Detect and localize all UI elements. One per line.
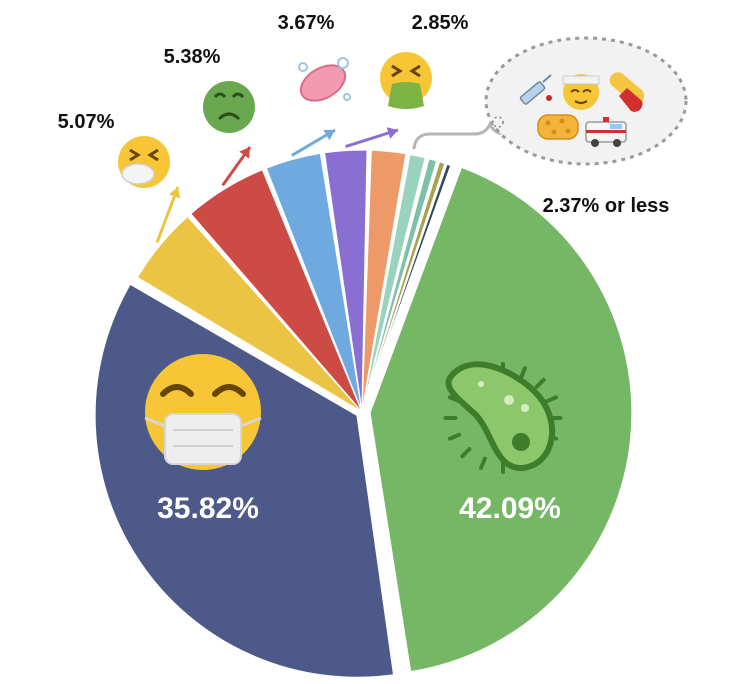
vomiting-face-icon (380, 52, 432, 109)
face-with-medical-mask-icon (144, 354, 262, 470)
callout-arrowhead (239, 147, 250, 159)
callout-arrowhead (323, 129, 335, 141)
syringe-icon (519, 74, 552, 105)
pie-slice (361, 161, 446, 413)
microbe-icon (443, 361, 563, 474)
soap-icon (298, 57, 351, 102)
pie-slice (361, 153, 426, 413)
slice-value-label: 35.82% (157, 492, 259, 525)
face-with-head-bandage-icon (562, 74, 600, 110)
ambulance-icon (585, 117, 627, 147)
pie-slice (323, 149, 368, 413)
pie-slice (190, 169, 363, 413)
slice-value-label: 3.67% (278, 12, 335, 34)
pie-slice (361, 149, 407, 413)
slice-value-label: 5.38% (164, 46, 221, 68)
sponge-icon (537, 114, 579, 140)
pie-slice (361, 163, 452, 413)
sneezing-face-icon (118, 136, 170, 188)
nauseated-face-icon (203, 81, 255, 133)
slice-value-label: 5.07% (58, 111, 115, 133)
pill-icon (609, 72, 645, 112)
group-label: 2.37% or less (543, 195, 670, 217)
callout-arrowhead (386, 127, 398, 139)
group-bubble-tail (492, 116, 504, 128)
pie-slice (361, 158, 438, 413)
callout-arrowhead (168, 187, 181, 199)
pie-slice (136, 215, 363, 413)
pie-slice (265, 152, 363, 413)
slice-value-label: 42.09% (459, 492, 561, 525)
slice-value-label: 2.85% (412, 12, 469, 34)
